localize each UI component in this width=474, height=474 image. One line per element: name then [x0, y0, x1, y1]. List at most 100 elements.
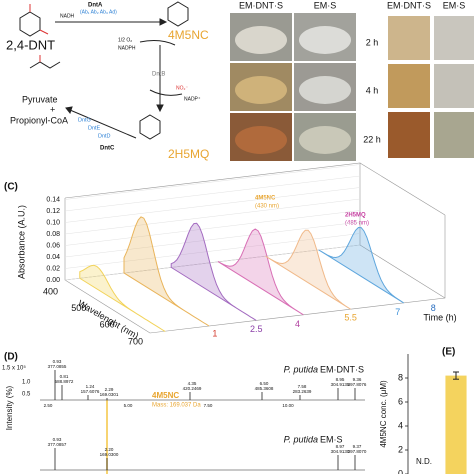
flask [235, 126, 287, 154]
swatch [388, 16, 430, 60]
flask-photos [230, 13, 474, 161]
panel-label: (C) [4, 182, 18, 193]
cofactor: 1/2 O₂ [118, 37, 132, 43]
dnt-ring [19, 11, 41, 37]
y-tick-label: 6 [398, 396, 403, 406]
subunits: (Ab₁ Ab₂ Ab₃ Ad) [80, 9, 117, 15]
swatch [434, 16, 474, 60]
grid-line [64, 210, 361, 246]
spectrum-title: EM·DNT·S [320, 364, 364, 374]
annotation: (485 nm) [345, 221, 369, 227]
y-tick-label: 0.10 [46, 219, 60, 226]
peak-label: 169.0301 [100, 392, 119, 397]
x-tick-label: 500 [71, 303, 86, 313]
compound: 2,4-DNT [6, 37, 55, 52]
cofactor: NADPH [118, 45, 136, 51]
enzyme: DntC [100, 146, 115, 152]
cofactor: NO₂⁻ [176, 85, 188, 91]
swatch [434, 64, 474, 108]
peak-label: 6.50 [260, 381, 269, 386]
compound: Propionyl-CoA [10, 115, 68, 125]
enzyme: DntE [88, 125, 101, 131]
peak-label: 2.20 [105, 447, 114, 452]
x-tick-label: 5.00 [124, 403, 133, 408]
peak-label: 485.3608 [255, 386, 274, 391]
annotation: 2H5MQ [345, 213, 366, 219]
z-tick-label: 7 [395, 307, 400, 317]
enzyme: DntD [98, 133, 111, 139]
y-tick-label: 0.06 [46, 242, 60, 249]
arrow [69, 109, 137, 139]
enzyme: DntA [88, 3, 103, 9]
peak-label: 304.9130 [331, 449, 350, 454]
axis-title: Intensity (%) [5, 385, 14, 430]
enzyme: DntG [78, 117, 91, 123]
pathway-structures [19, 1, 189, 140]
z-tick-label: 2.5 [250, 324, 263, 334]
peak-label: 157.6076 [81, 389, 100, 394]
x-tick-label: 7.50 [204, 403, 213, 408]
panel-label: (E) [442, 347, 455, 358]
cofactor-arrow [139, 40, 176, 46]
panel-label: (D) [4, 352, 18, 363]
y-tick-label: 0.00 [46, 277, 60, 284]
x-tick-label: 2.50 [44, 403, 53, 408]
axis-title: Time (h) [423, 312, 456, 322]
row-label: 22 h [363, 134, 381, 144]
axis-title: 4M5NC conc. (μM) [379, 380, 388, 448]
y-tick-label: 0.14 [46, 196, 60, 203]
wall-edge [359, 162, 446, 216]
cofactor: NADH [60, 13, 75, 19]
absorbance-curve [79, 264, 166, 332]
y-tick-label: 8 [398, 372, 403, 382]
z-tick-label: 5.5 [344, 313, 357, 323]
grid-line [64, 187, 361, 223]
compound: 4M5NC [168, 28, 209, 42]
spectrum-title: EM·S [320, 434, 343, 444]
x-tick-label: 10.00 [282, 403, 294, 408]
flask [299, 126, 351, 154]
peak-label: 2.29 [105, 387, 114, 392]
grid-line [64, 233, 361, 269]
peak-label: 420.2469 [183, 386, 202, 391]
spectrum-title: P. putida [284, 434, 318, 444]
peak-label: 0.81 [60, 374, 69, 379]
peak-label: 1.24 [86, 384, 95, 389]
pyruvate [29, 61, 61, 69]
absorbance-curve [170, 222, 257, 321]
flask [235, 26, 287, 54]
y-tick-label: 0.12 [46, 208, 60, 215]
absorbance-curve [123, 216, 210, 327]
y-tick-label: 0.02 [46, 265, 60, 272]
peak-label: 4.35 [188, 381, 197, 386]
z-tick-label: 1 [212, 329, 217, 339]
column-header: EM·S [314, 0, 337, 10]
floor-edge [359, 244, 446, 299]
peak-label: 377.0857 [48, 442, 67, 447]
column-header: EM·S [443, 0, 466, 10]
x-tick-label: 600 [100, 320, 115, 330]
peak-label: 397.8070 [348, 449, 367, 454]
flask [299, 76, 351, 104]
axis-title: Absorbance (A.U.) [16, 205, 26, 279]
flask [235, 76, 287, 104]
spectrum-title: P. putida [284, 364, 318, 374]
peak-label: 588.8972 [55, 379, 74, 384]
y-tick-label: 4 [398, 420, 403, 430]
row-label: 4 h [366, 85, 379, 95]
arrowhead [159, 18, 168, 26]
peak-label: 9.37 [353, 444, 362, 449]
cofactor-arrow [149, 89, 183, 96]
grid-line [64, 164, 361, 200]
grid-line [64, 198, 361, 235]
peak-label: 8.97 [336, 444, 345, 449]
axis-frame [64, 198, 446, 334]
arrowhead [65, 106, 73, 115]
y-tick-label: 1.5 x 10⁵ [2, 365, 26, 372]
quinone-ring [139, 114, 161, 140]
annotation: Mass: 169.037 Da [152, 403, 201, 409]
row-label: 2 h [366, 37, 379, 47]
flask [299, 26, 351, 54]
peak-label: 283.2639 [293, 389, 312, 394]
y-tick-label: 0.04 [46, 254, 60, 261]
